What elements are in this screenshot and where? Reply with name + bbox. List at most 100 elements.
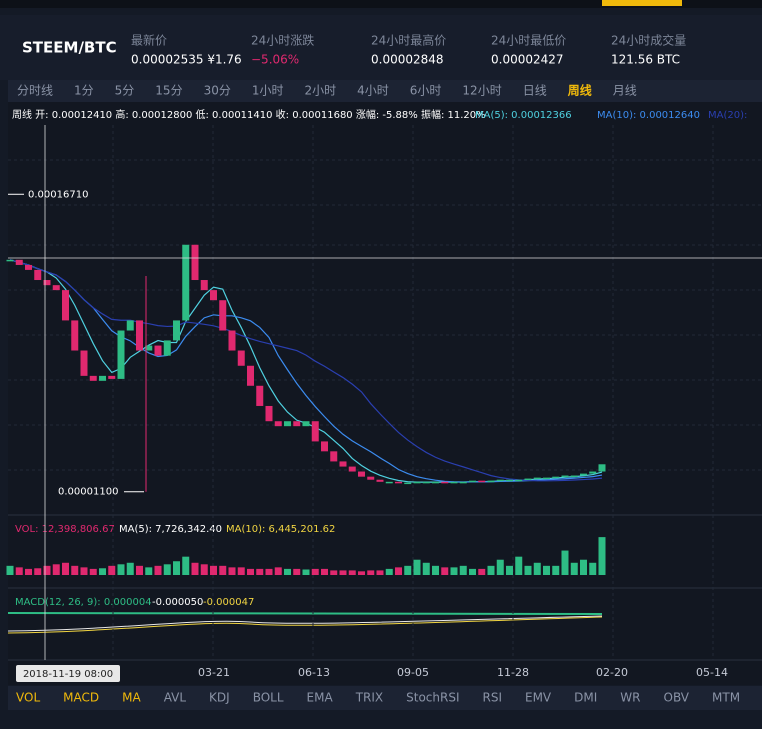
volume-bar — [330, 570, 338, 575]
volume-bar — [432, 565, 439, 575]
candle — [191, 244, 199, 281]
indicator-tab[interactable]: KDJ — [209, 691, 230, 705]
volume-bar — [163, 564, 171, 575]
indicator-tab[interactable]: OBV — [664, 691, 690, 705]
volume-bar — [265, 568, 273, 575]
volume-bar — [533, 562, 541, 575]
volume-bar — [311, 568, 319, 575]
candle — [469, 480, 476, 483]
candle — [293, 421, 301, 427]
volume-bar — [348, 570, 356, 575]
interval-tab[interactable]: 5分 — [115, 84, 135, 98]
interval-tab[interactable]: 1小时 — [252, 84, 284, 98]
volume-bar — [219, 565, 227, 575]
volume-bar — [15, 567, 23, 575]
indicator-tab[interactable]: BOLL — [253, 691, 284, 705]
interval-tab[interactable]: 分时线 — [17, 84, 53, 98]
top-strip — [0, 0, 762, 8]
macd-dif: -0.000050 — [152, 597, 203, 608]
indicator-tab[interactable]: MTM — [712, 691, 740, 705]
indicator-tab[interactable]: MACD — [63, 691, 99, 705]
candle — [376, 479, 384, 482]
interval-tab[interactable]: 2小时 — [305, 84, 337, 98]
interval-tab[interactable]: 30分 — [204, 84, 231, 98]
volume-bar — [200, 564, 208, 575]
interval-tab[interactable]: 1分 — [74, 84, 94, 98]
indicator-tab[interactable]: RSI — [483, 691, 503, 705]
stat-label: 24小时成交量 — [611, 33, 686, 48]
volume-bar — [459, 565, 467, 575]
x-tick-label: 03-21 — [198, 666, 230, 679]
candle — [321, 441, 328, 452]
stat-value: 0.00002427 — [491, 53, 564, 67]
indicator-tab[interactable]: WR — [620, 691, 640, 705]
volume-bar — [191, 562, 199, 575]
indicator-tab[interactable]: EMA — [307, 691, 334, 705]
crosshair-box — [16, 665, 120, 682]
candle — [385, 481, 393, 484]
interval-tab[interactable]: 6小时 — [410, 84, 442, 98]
candle — [404, 482, 412, 485]
candle — [413, 481, 421, 484]
volume-bar — [228, 567, 236, 575]
candle — [459, 481, 467, 484]
volume-bar — [274, 567, 282, 575]
volume-bar — [293, 568, 301, 575]
interval-tab[interactable]: 12小时 — [462, 84, 501, 98]
volume-bar — [173, 561, 180, 575]
candle — [487, 480, 495, 483]
candle — [99, 375, 106, 381]
candle — [256, 385, 264, 406]
candle — [422, 481, 430, 484]
candle — [210, 290, 217, 301]
volume-bar — [80, 567, 88, 575]
top-tab[interactable] — [602, 0, 682, 6]
x-tick-label: 02-20 — [596, 666, 628, 679]
interval-tab[interactable]: 4小时 — [357, 84, 389, 98]
indicator-tab[interactable]: EMV — [525, 691, 552, 705]
crosshair-label: 2018-11-19 08:00 — [23, 669, 113, 680]
interval-tab[interactable]: 月线 — [613, 84, 637, 98]
indicator-tab[interactable]: DMI — [574, 691, 597, 705]
volume-bar — [404, 565, 412, 575]
volume-bar — [496, 559, 504, 575]
candle — [89, 375, 97, 381]
volume-bar — [376, 570, 384, 575]
volume-bar — [367, 570, 375, 575]
ma5-info: MA(5): 0.00012366 — [475, 110, 572, 121]
candle — [117, 330, 125, 379]
interval-tab[interactable]: 15分 — [155, 84, 182, 98]
candle — [302, 421, 310, 427]
candle — [284, 421, 291, 427]
volume-bar — [25, 568, 32, 575]
interval-tab[interactable]: 日线 — [523, 84, 547, 98]
volume-bar — [321, 568, 328, 575]
interval-tab[interactable]: 周线 — [568, 83, 592, 98]
candle — [247, 365, 254, 386]
candle — [80, 350, 88, 376]
stat-label: 24小时涨跌 — [251, 33, 314, 48]
candle — [228, 330, 236, 351]
candle — [524, 478, 532, 481]
indicator-tab[interactable]: TRIX — [355, 691, 383, 705]
candle — [450, 481, 458, 484]
candle — [25, 264, 32, 270]
indicator-tab[interactable]: AVL — [164, 691, 187, 705]
candle — [367, 476, 375, 480]
candle — [154, 345, 162, 356]
header — [0, 15, 762, 80]
indicator-tab[interactable]: StochRSI — [406, 691, 459, 705]
volume-bar — [422, 562, 430, 575]
candle — [506, 479, 513, 482]
candle — [163, 340, 171, 356]
indicator-tab[interactable]: VOL — [16, 691, 40, 705]
volume-bar — [524, 565, 532, 575]
candle — [274, 421, 282, 427]
indicator-tab[interactable]: MA — [122, 691, 141, 705]
candle — [219, 300, 227, 331]
volume-bar — [182, 556, 190, 575]
candle — [311, 421, 319, 442]
stat-value: 121.56 BTC — [611, 53, 680, 67]
volume-bar — [506, 565, 513, 575]
